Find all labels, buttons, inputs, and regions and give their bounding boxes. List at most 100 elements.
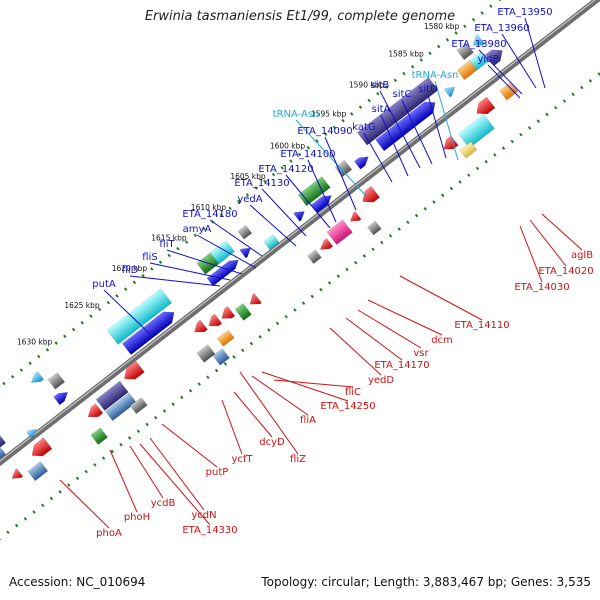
- reverse-gene-26: [27, 461, 49, 482]
- gene-label-forward: ETA_14130: [234, 178, 289, 189]
- reverse-gene-22: [129, 396, 148, 415]
- leader-line: [379, 90, 421, 169]
- gene-label-reverse: ycdN: [191, 510, 216, 521]
- genome-summary-text: Topology: circular; Length: 3,883,467 bp…: [261, 575, 591, 589]
- forward-gene-13: [263, 234, 280, 251]
- map-title: Erwinia tasmaniensis Et1/99, complete ge…: [144, 9, 456, 24]
- tick-label: 1610 kbp: [191, 203, 227, 212]
- reverse-gene-4: [459, 141, 478, 159]
- forward-strand-guide: [0, 0, 502, 389]
- gene-label-forward: ETA_13950: [497, 7, 552, 18]
- leader-line: [261, 188, 307, 237]
- gene-label-reverse: ETA_14020: [538, 266, 593, 277]
- gene-label-reverse: ycdB: [151, 498, 176, 509]
- gene-label-reverse: ETA_14170: [374, 360, 429, 371]
- gene-label-forward: ETA_14090: [297, 126, 352, 137]
- leader-line: [251, 375, 309, 416]
- gene-label-forward: sitB: [371, 80, 390, 91]
- reverse-gene-10: [367, 220, 382, 236]
- leader-line: [261, 371, 349, 402]
- leader-line: [285, 174, 331, 229]
- tick-label: 1595 kbp: [311, 110, 347, 119]
- leader-line: [149, 437, 205, 511]
- tick-label: 1590 kbp: [349, 80, 385, 89]
- gene-label-forward: sitA: [372, 104, 391, 115]
- reverse-gene-20: [95, 380, 129, 411]
- gene-label-forward: ETA_13960: [474, 23, 529, 34]
- reverse-gene-12: [194, 319, 208, 333]
- gene-label-reverse: ETA_14250: [320, 401, 375, 412]
- forward-gene-26: [0, 433, 7, 455]
- forward-gene-27: [0, 446, 7, 465]
- gene-label-forward: fliS: [142, 252, 157, 263]
- tick-label: 1600 kbp: [270, 142, 306, 151]
- gene-label-reverse: putP: [206, 467, 229, 478]
- reverse-gene-8: [319, 238, 334, 250]
- forward-gene-3: [456, 60, 478, 81]
- gene-label-forward: ETA_14120: [258, 164, 313, 175]
- gene-label-reverse: ETA_14330: [182, 525, 237, 536]
- forward-gene-4: [469, 51, 489, 71]
- leader-line: [139, 443, 211, 526]
- forward-gene-5: [356, 77, 439, 146]
- reverse-gene-11: [249, 292, 262, 305]
- backbone-highlight: [0, 0, 596, 462]
- forward-gene-14: [237, 224, 253, 240]
- leader-line: [401, 99, 433, 165]
- gene-label-forward: ETA_13980: [451, 39, 506, 50]
- forward-gene-23: [30, 371, 45, 383]
- gene-label-reverse: ycfT: [231, 454, 253, 465]
- gene-label-forward: fliT: [159, 239, 175, 250]
- reverse-gene-16: [216, 329, 235, 347]
- reverse-gene-25: [31, 437, 53, 457]
- forward-gene-20: [122, 311, 175, 356]
- leader-line: [399, 275, 483, 321]
- tick-label: 1615 kbp: [151, 233, 187, 242]
- gene-label-reverse: phoA: [96, 528, 122, 539]
- leader-line: [166, 249, 243, 275]
- gene-label-reverse: yedD: [368, 375, 394, 386]
- reverse-gene-14: [221, 306, 236, 319]
- reverse-gene-23: [87, 403, 104, 418]
- leader-line: [109, 449, 138, 513]
- leader-line: [307, 159, 337, 223]
- forward-gene-8: [353, 156, 369, 170]
- gene-label-forward: yidP: [477, 54, 498, 65]
- gene-label-forward: ETA_14180: [182, 209, 237, 220]
- gene-label-forward: tRNA-Asn: [412, 70, 459, 81]
- tick-label: 1585 kbp: [388, 50, 424, 59]
- leader-line: [367, 299, 443, 336]
- leader-line: [427, 94, 447, 159]
- gene-label-reverse: dcm: [431, 335, 453, 346]
- gene-label-forward: ETA_14100: [280, 149, 335, 160]
- reverse-gene-3: [443, 135, 459, 150]
- reverse-gene-19: [124, 360, 145, 380]
- forward-gene-1: [456, 42, 474, 61]
- forward-gene-21: [47, 372, 66, 390]
- tick-label: 1625 kbp: [64, 301, 100, 310]
- forward-gene-24: [26, 428, 38, 439]
- leader-line: [345, 317, 403, 361]
- forward-gene-7: [443, 86, 456, 98]
- gene-label-reverse: fliC: [345, 387, 361, 398]
- tick-label: 1630 kbp: [17, 338, 53, 347]
- leader-line: [196, 234, 257, 269]
- leader-line: [221, 399, 243, 455]
- tick-label: 1580 kbp: [424, 22, 460, 31]
- gene-label-reverse: vsr: [413, 348, 429, 359]
- gene-label-forward: sitC: [393, 89, 412, 100]
- gene-label-reverse: fliA: [300, 415, 316, 426]
- leader-line: [363, 132, 393, 183]
- gene-label-reverse: fliZ: [290, 454, 306, 465]
- reverse-gene-0: [476, 96, 496, 115]
- reverse-gene-5: [362, 185, 381, 203]
- tick-label: 1605 kbp: [230, 172, 266, 181]
- leader-line: [487, 64, 521, 99]
- gene-label-forward: katG: [352, 122, 375, 133]
- leader-line: [519, 225, 543, 283]
- reverse-gene-6: [349, 210, 362, 222]
- gene-label-reverse: dcyD: [259, 437, 285, 448]
- reverse-gene-2: [457, 113, 495, 149]
- leader-line: [357, 309, 422, 349]
- reverse-gene-9: [307, 249, 322, 265]
